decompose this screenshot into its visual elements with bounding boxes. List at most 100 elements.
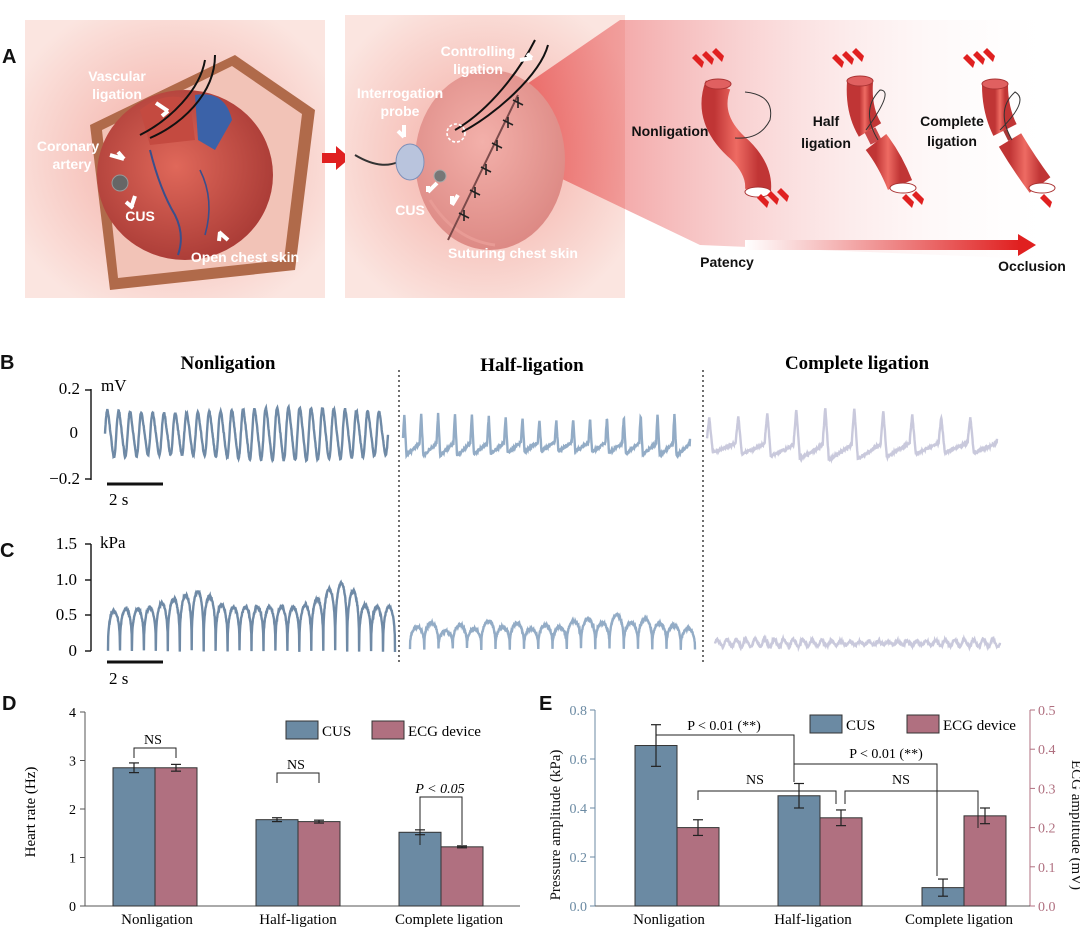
cus-device-2 xyxy=(433,169,447,183)
panel-letter-b: B xyxy=(0,352,15,374)
d-legend-cus-swatch xyxy=(285,720,319,740)
suture-thread xyxy=(139,59,206,136)
b-scalebar-label: 2 s xyxy=(109,490,128,509)
patency-occlusion-arrowhead xyxy=(1018,234,1036,256)
c-unit: kPa xyxy=(100,533,126,552)
vessel-blue xyxy=(195,94,232,150)
d-annot-ns-2: NS xyxy=(287,758,305,773)
e-bar-ecg xyxy=(676,827,720,907)
d-bar-cus xyxy=(112,767,156,907)
b-unit: mV xyxy=(101,376,127,395)
flow-arrows xyxy=(692,48,1052,208)
label-nonligation: Nonligation xyxy=(632,123,709,139)
d-ytick-label: 0 xyxy=(69,900,76,915)
e-significance-bracket xyxy=(844,790,979,828)
label-complete-ligation-1: Complete xyxy=(920,113,984,129)
e-y2tick-label: 0.0 xyxy=(1038,900,1056,915)
d-category-1: Half-ligation xyxy=(259,912,337,928)
label-vascular-ligation-2: ligation xyxy=(92,86,142,102)
heart-illustration xyxy=(97,90,273,260)
vessel-nonligation xyxy=(701,78,772,198)
label-vascular-ligation-1: Vascular xyxy=(88,68,146,84)
d-bar-cus xyxy=(255,819,299,907)
d-category-0: Nonligation xyxy=(121,912,193,928)
patency-occlusion-bar xyxy=(745,240,1020,250)
d-ylabel: Heart rate (Hz) xyxy=(23,767,39,858)
traces-bc: Nonligation Half-ligation Complete ligat… xyxy=(49,353,1002,688)
vessel-half-ligation xyxy=(846,75,917,194)
e-legend-ecg-swatch xyxy=(906,714,940,734)
b-trace-nonligation xyxy=(103,403,390,464)
d-ytick-label: 1 xyxy=(69,852,76,867)
d-bar-ecg xyxy=(154,767,198,907)
e-ytick-label: 0.6 xyxy=(570,753,588,768)
d-annot-ns-1: NS xyxy=(144,733,162,748)
e-ytick-label: 0.0 xyxy=(570,900,588,915)
label-suturing-chest-skin: Suturing chest skin xyxy=(448,245,578,261)
e-bar-cus xyxy=(777,795,821,907)
label-coronary-artery-2: artery xyxy=(53,156,92,172)
d-significance-bracket xyxy=(276,772,320,783)
e-legend-cus-swatch xyxy=(809,714,843,734)
d-legend-ecg: ECG device xyxy=(408,724,481,740)
label-coronary-artery-1: Coronary xyxy=(37,138,99,154)
e-y2tick-label: 0.2 xyxy=(1038,822,1056,837)
e-ytick-label: 0.2 xyxy=(570,851,588,866)
panel-letter-e: E xyxy=(539,693,553,715)
arrow-between-scenes xyxy=(322,146,350,170)
e-bar-cus xyxy=(634,745,678,907)
e-y2tick-label: 0.5 xyxy=(1038,704,1056,719)
label-interrogation-probe-1: Interrogation xyxy=(357,85,443,101)
e-ytick-label: 0.4 xyxy=(570,802,588,817)
e-significance-bracket xyxy=(793,763,938,876)
header-complete-ligation: Complete ligation xyxy=(785,353,930,374)
d-annot-p: P < 0.05 xyxy=(414,782,464,797)
d-legend-cus: CUS xyxy=(322,724,351,740)
b-tick-top: 0.2 xyxy=(59,379,80,398)
e-category-0: Nonligation xyxy=(633,912,705,928)
e-y2label: ECG amplitude (mV) xyxy=(1068,760,1080,890)
e-significance-bracket xyxy=(655,734,795,780)
label-complete-ligation-2: ligation xyxy=(927,133,977,149)
label-controlling-ligation-2: ligation xyxy=(453,61,503,77)
d-significance-bracket xyxy=(133,747,177,758)
e-ytick-label: 0.8 xyxy=(570,704,588,719)
e-annot-ns1: NS xyxy=(746,773,764,788)
label-half-ligation-1: Half xyxy=(813,113,840,129)
c-tick-2: 1.0 xyxy=(56,570,77,589)
d-bar-ecg xyxy=(297,821,341,907)
b-trace-half-ligation xyxy=(401,412,692,460)
d-ytick-label: 2 xyxy=(69,803,76,818)
panel-a-illustration: Vascular ligation Coronary artery CUS Op… xyxy=(25,15,1066,298)
d-bar-ecg xyxy=(440,846,484,907)
b-tick-bottom: −0.2 xyxy=(49,469,80,488)
e-category-1: Half-ligation xyxy=(774,912,852,928)
label-half-ligation-2: ligation xyxy=(801,135,851,151)
d-ytick-label: 3 xyxy=(69,755,76,770)
e-legend-ecg: ECG device xyxy=(943,718,1016,734)
d-significance-bracket xyxy=(419,796,463,845)
panel-letter-d: D xyxy=(2,693,17,715)
c-trace-half-ligation xyxy=(408,611,697,651)
panel-letter-c: C xyxy=(0,540,15,562)
label-occlusion: Occlusion xyxy=(998,258,1066,274)
d-category-2: Complete ligation xyxy=(395,912,503,928)
c-trace-complete-ligation xyxy=(713,633,1002,653)
panel-letter-a: A xyxy=(2,46,17,68)
d-legend-ecg-swatch xyxy=(371,720,405,740)
e-y2tick-label: 0.1 xyxy=(1038,861,1056,876)
label-interrogation-probe-2: probe xyxy=(381,103,420,119)
e-annot-p2: P < 0.01 (**) xyxy=(849,747,923,762)
e-bar-ecg xyxy=(819,817,863,907)
chart-amplitude: Pressure amplitude (kPa) ECG amplitude (… xyxy=(548,704,1080,928)
b-tick-mid: 0 xyxy=(70,423,79,442)
e-annot-p1: P < 0.01 (**) xyxy=(687,719,761,734)
vessel-complete-ligation xyxy=(981,78,1056,194)
c-tick-4: 0 xyxy=(69,641,78,660)
e-annot-ns2: NS xyxy=(892,773,910,788)
d-ytick-label: 4 xyxy=(69,706,76,721)
label-cus-1: CUS xyxy=(125,208,155,224)
e-ylabel: Pressure amplitude (kPa) xyxy=(548,750,564,901)
label-controlling-ligation-1: Controlling xyxy=(441,43,516,59)
e-significance-bracket xyxy=(697,790,837,804)
